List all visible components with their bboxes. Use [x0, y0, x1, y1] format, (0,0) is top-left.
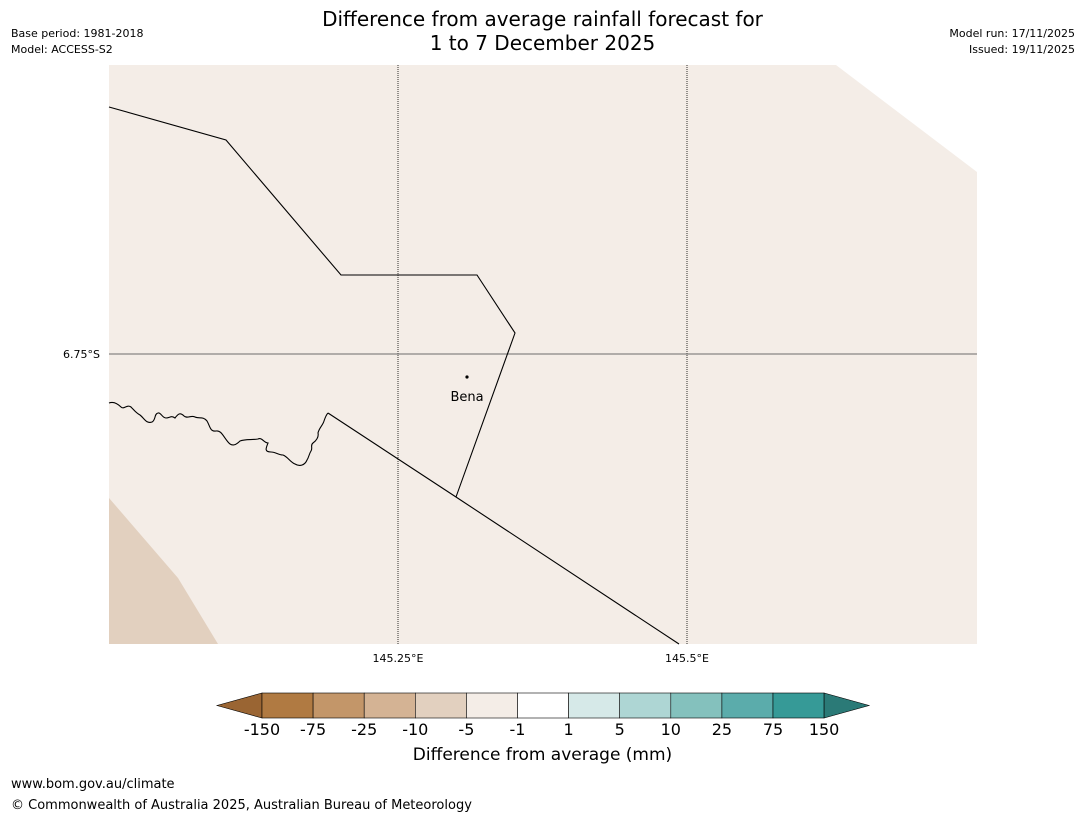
right-metadata: Model run: 17/11/2025 Issued: 19/11/2025 — [949, 26, 1075, 58]
colorbar-label: Difference from average (mm) — [412, 745, 673, 765]
river-line — [108, 401, 329, 466]
colorbar-tick-label: 75 — [763, 720, 783, 739]
colorbar-segment — [261, 692, 314, 719]
bena-label: Bena — [450, 390, 483, 405]
colorbar-tick-label: -150 — [244, 720, 280, 739]
drier-region — [109, 498, 218, 644]
issued-text: Issued: 19/11/2025 — [968, 43, 1075, 56]
model-text: Model: ACCESS-S2 — [11, 43, 113, 56]
colorbar-segment — [670, 692, 723, 719]
colorbar-segment — [414, 692, 467, 719]
colorbar-tick-label: -10 — [402, 720, 428, 739]
footer: www.bom.gov.au/climate © Commonwealth of… — [11, 774, 472, 816]
colorbar-tick-label: -5 — [458, 720, 474, 739]
colorbar-segment — [568, 692, 620, 719]
colorbar-tick-label: 10 — [661, 720, 681, 739]
colorbar-segment — [363, 692, 416, 719]
colorbar-segment — [619, 692, 672, 719]
colorbar-segment — [772, 692, 825, 719]
colorbar-segment — [721, 692, 774, 719]
base-period-text: Base period: 1981-2018 — [11, 27, 144, 40]
district-boundary-north — [108, 106, 516, 498]
colorbar-segment — [517, 692, 569, 719]
colorbar-extend-low — [215, 692, 263, 719]
title-line-1: Difference from average rainfall forecas… — [322, 7, 763, 31]
colorbar-tick-label: 1 — [564, 720, 574, 739]
title-line-2: 1 to 7 December 2025 — [429, 31, 656, 55]
lat-label-6-75: 6.75°S — [63, 348, 100, 361]
footer-copyright: © Commonwealth of Australia 2025, Austra… — [11, 798, 472, 813]
left-metadata: Base period: 1981-2018 Model: ACCESS-S2 — [11, 26, 143, 58]
colorbar-tick-label: -1 — [510, 720, 526, 739]
model-run-text: Model run: 17/11/2025 — [949, 27, 1075, 40]
footer-url: www.bom.gov.au/climate — [11, 777, 175, 792]
lon-label-145-25: 145.25°E — [373, 652, 424, 665]
colorbar-segment — [312, 692, 365, 719]
colorbar-tick-label: -75 — [300, 720, 326, 739]
colorbar-tick-label: 150 — [809, 720, 840, 739]
colorbar-tick-label: -25 — [351, 720, 377, 739]
colorbar-tick-label: 5 — [615, 720, 625, 739]
lon-label-145-5: 145.5°E — [665, 652, 709, 665]
colorbar-extend-high — [823, 692, 871, 719]
colorbar-segment — [466, 692, 518, 719]
chart-title: Difference from average rainfall forecas… — [0, 7, 1085, 55]
colorbar-tick-label: 25 — [712, 720, 732, 739]
district-boundary-south — [327, 412, 680, 645]
bena-marker — [465, 375, 469, 379]
